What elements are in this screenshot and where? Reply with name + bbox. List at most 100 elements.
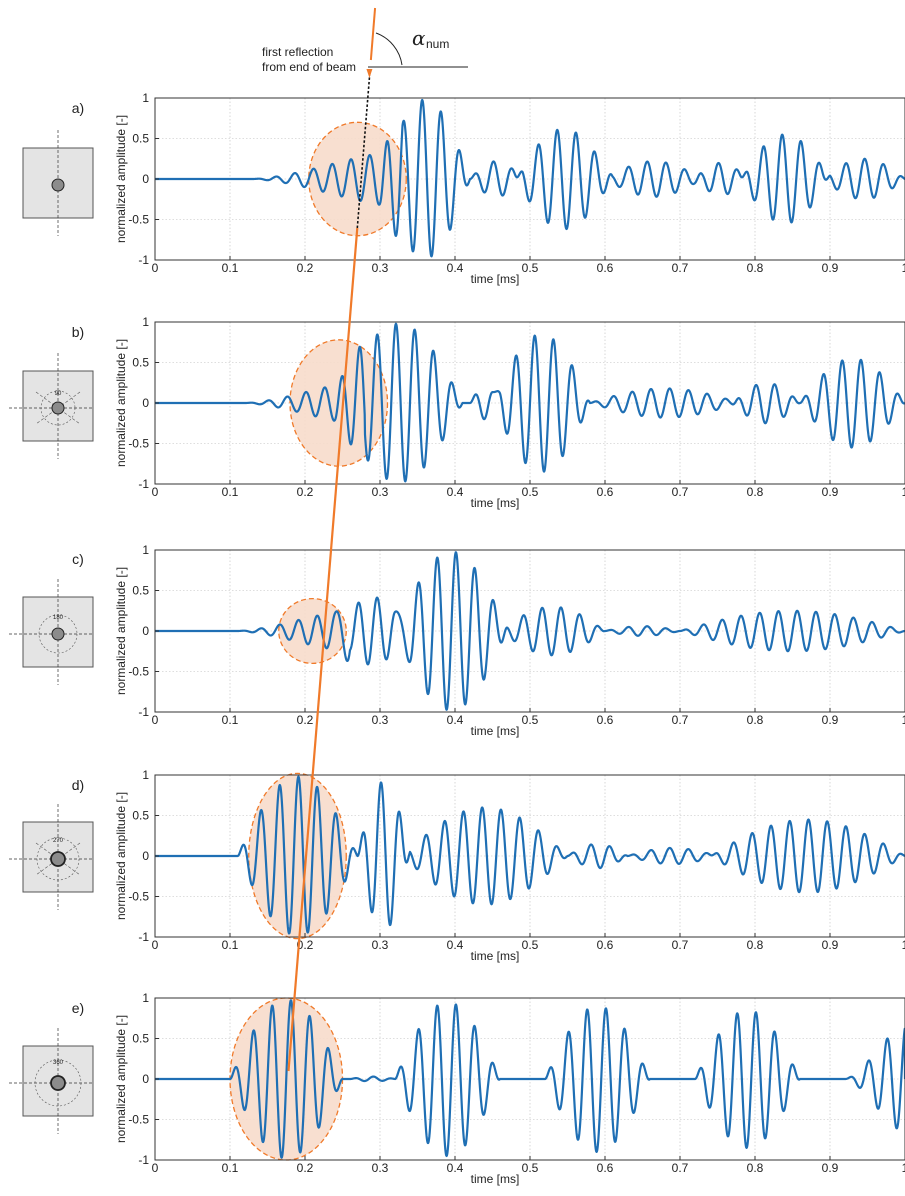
y-tick-label: 0 <box>142 172 149 186</box>
y-tick-label: 0.5 <box>132 584 149 598</box>
signal-line <box>154 999 905 1159</box>
arrowhead-icon <box>366 69 373 78</box>
x-tick-label: 0 <box>152 713 159 727</box>
x-tick-label: 0.2 <box>297 1161 314 1175</box>
trend-line-extension <box>356 69 371 229</box>
y-tick-label: -1 <box>138 930 149 944</box>
chart-panel: 0 0.1 0.2 0.3 0.4 0.5 0.6 0.7 0.8 0.9 1 1 0.5 0 -0.5 -1… <box>9 768 905 963</box>
x-tick-label: 0.7 <box>672 938 689 952</box>
y-tick-label: 0.5 <box>132 809 149 823</box>
inset-bar <box>51 178 65 192</box>
x-tick-label: 0.6 <box>597 261 614 275</box>
x-tick-label: 0.4 <box>447 485 464 499</box>
x-tick-label: 0.4 <box>447 261 464 275</box>
cross-section-icon <box>22 130 94 236</box>
x-tick-label: 0.3 <box>372 938 389 952</box>
y-tick-label: 1 <box>142 91 149 105</box>
x-tick-label: 0.1 <box>222 938 239 952</box>
y-tick-label: 1 <box>142 543 149 557</box>
x-tick-label: 0.3 <box>372 485 389 499</box>
overlay-group: first reflection from end of beam α num <box>262 7 468 1072</box>
panel-label: d) <box>72 777 84 793</box>
angle-subscript: num <box>426 37 449 51</box>
signal-line <box>154 322 905 483</box>
inset-sweep-arc <box>36 837 80 881</box>
y-tick-label: 0.5 <box>132 1032 149 1046</box>
x-tick-label: 0.9 <box>822 1161 839 1175</box>
x-tick-label: 0.2 <box>297 938 314 952</box>
y-tick-label: 0 <box>142 396 149 410</box>
y-tick-label: 0 <box>142 849 149 863</box>
x-tick-label: 0.5 <box>522 1161 539 1175</box>
y-tick-label: -0.5 <box>128 213 149 227</box>
y-tick-label: 1 <box>142 768 149 782</box>
x-tick-label: 0.2 <box>297 261 314 275</box>
x-tick-label: 0.4 <box>447 713 464 727</box>
y-tick-label: -1 <box>138 477 149 491</box>
y-tick-label: -0.5 <box>128 1113 149 1127</box>
cross-section-icon: 180 <box>9 579 94 685</box>
x-tick-label: 0.4 <box>447 938 464 952</box>
chart-panel: 0 0.1 0.2 0.3 0.4 0.5 0.6 0.7 0.8 0.9 1 1 0.5 0 -0.5 -1… <box>9 991 905 1186</box>
trend-line-stub <box>369 7 377 61</box>
inset-angle-label: 90 <box>55 391 62 397</box>
y-axis-label: normalized amplitude [-] <box>114 115 128 243</box>
x-tick-label: 0.7 <box>672 713 689 727</box>
y-tick-label: -1 <box>138 253 149 267</box>
inset-sweep-arc <box>34 1059 82 1107</box>
x-tick-label: 0.3 <box>372 713 389 727</box>
x-tick-label: 0.7 <box>672 261 689 275</box>
x-tick-label: 1 <box>902 1161 905 1175</box>
y-axis-label: normalized amplitude [-] <box>114 1015 128 1143</box>
signal-line <box>154 551 905 711</box>
inset-bar <box>50 1075 66 1091</box>
x-tick-label: 0.8 <box>747 713 764 727</box>
x-tick-label: 0.8 <box>747 261 764 275</box>
x-tick-label: 0.4 <box>447 1161 464 1175</box>
x-tick-label: 0.9 <box>822 485 839 499</box>
signal-line <box>154 775 905 935</box>
x-axis-label: time [ms] <box>471 724 520 738</box>
inset-angle-label: 180 <box>53 615 64 621</box>
trend-line <box>287 227 359 1072</box>
x-tick-label: 0 <box>152 261 159 275</box>
panel-label: e) <box>72 1000 84 1016</box>
inset-bar <box>50 851 66 867</box>
x-tick-label: 0.5 <box>522 938 539 952</box>
annotation-line-1: first reflection <box>262 45 333 59</box>
x-tick-label: 0.2 <box>297 485 314 499</box>
x-tick-label: 0.5 <box>522 713 539 727</box>
inset-sweep-arc <box>38 614 78 654</box>
y-axis-label: normalized amplitude [-] <box>114 339 128 467</box>
x-tick-label: 0.7 <box>672 485 689 499</box>
x-tick-label: 0.1 <box>222 713 239 727</box>
y-tick-label: 0 <box>142 1072 149 1086</box>
x-tick-label: 0.9 <box>822 261 839 275</box>
inset-bar <box>51 627 65 641</box>
y-tick-label: -1 <box>138 1153 149 1167</box>
angle-arc <box>375 32 403 66</box>
inset-bar <box>51 401 65 415</box>
angle-symbol: α <box>412 26 426 50</box>
x-axis-label: time [ms] <box>471 1172 520 1186</box>
y-tick-label: -0.5 <box>128 665 149 679</box>
x-tick-label: 0.9 <box>822 938 839 952</box>
y-axis-label: normalized amplitude [-] <box>114 567 128 695</box>
x-tick-label: 1 <box>902 713 905 727</box>
x-tick-label: 0.9 <box>822 713 839 727</box>
y-tick-label: 1 <box>142 315 149 329</box>
panel-label: c) <box>72 551 84 567</box>
x-tick-label: 0.7 <box>672 1161 689 1175</box>
panels-group: 0 0.1 0.2 0.3 0.4 0.5 0.6 0.7 0.8 0.9 1 1 0.5 0 -0.5 -1… <box>9 91 905 1186</box>
x-tick-label: 0.6 <box>597 485 614 499</box>
panel-label: a) <box>72 100 84 116</box>
y-axis-label: normalized amplitude [-] <box>114 792 128 920</box>
x-axis-label: time [ms] <box>471 496 520 510</box>
y-tick-label: 1 <box>142 991 149 1005</box>
x-tick-label: 1 <box>902 261 905 275</box>
y-tick-label: -0.5 <box>128 437 149 451</box>
x-tick-label: 0.1 <box>222 261 239 275</box>
panel-label: b) <box>72 324 84 340</box>
cross-section-icon: 360 <box>9 1028 94 1134</box>
